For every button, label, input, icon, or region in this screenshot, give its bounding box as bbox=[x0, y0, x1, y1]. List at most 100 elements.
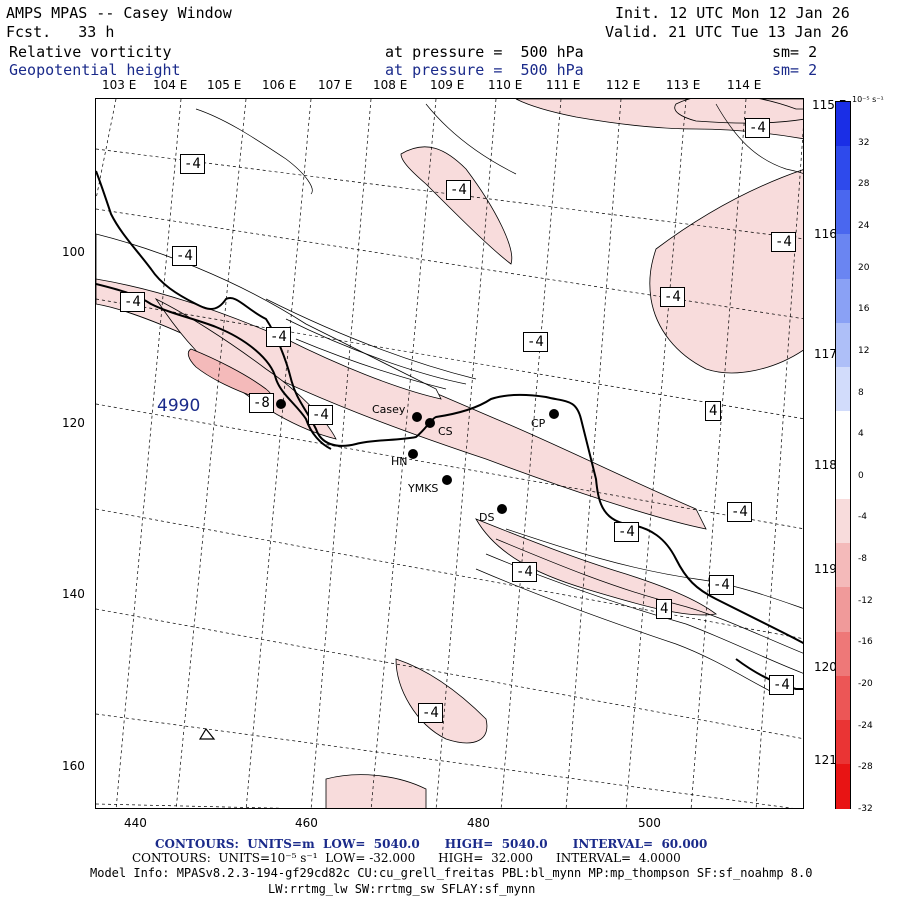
station-marker-cs bbox=[425, 418, 435, 428]
lon-label-top: 111 E bbox=[546, 78, 581, 92]
colorbar-tick-label: 12 bbox=[858, 345, 870, 356]
station-label-hn: HN bbox=[391, 455, 408, 468]
lon-label-top: 114 E bbox=[727, 78, 762, 92]
station-marker-hn bbox=[408, 449, 418, 459]
contour-label-box: 4 bbox=[705, 401, 722, 421]
colorbar-segment bbox=[836, 587, 850, 633]
contour-label-box: -4 bbox=[446, 180, 471, 200]
contour-label-box: -4 bbox=[660, 287, 685, 307]
colorbar-tick-label: 20 bbox=[858, 262, 870, 273]
colorbar-segment bbox=[836, 366, 850, 413]
contour-label-box: -4 bbox=[709, 575, 734, 595]
footer-contours-vorticity: CONTOURS: UNITS=10⁻⁵ s⁻¹ LOW= -32.000 HI… bbox=[132, 851, 681, 865]
colorbar-tick-label: 4 bbox=[858, 429, 864, 440]
field1-name: Relative vorticity bbox=[9, 43, 172, 61]
colorbar-tick-label: 0 bbox=[858, 470, 864, 481]
colorbar-tick-label: -24 bbox=[858, 720, 873, 731]
lon-label-top: 103 E bbox=[102, 78, 137, 92]
colorbar-tick-label: 28 bbox=[858, 179, 870, 190]
station-marker-casey bbox=[412, 412, 422, 422]
contour-label-box: -4 bbox=[266, 327, 291, 347]
colorbar-tick-label: 24 bbox=[858, 220, 870, 231]
map-svg bbox=[96, 99, 803, 808]
colorbar-segment bbox=[836, 146, 850, 192]
station-marker-sh bbox=[276, 399, 286, 409]
lon-label-top: 112 E bbox=[606, 78, 641, 92]
colorbar-tick-label: -8 bbox=[858, 554, 867, 565]
y-tick-label: 120 bbox=[62, 416, 85, 430]
init-time: Init. 12 UTC Mon 12 Jan 26 bbox=[615, 4, 850, 22]
colorbar-tick-label: -16 bbox=[858, 637, 873, 648]
colorbar-tick-label: 8 bbox=[858, 387, 864, 398]
colorbar-segment bbox=[836, 410, 850, 457]
station-label-cs: CS bbox=[438, 425, 453, 438]
y-tick-label: 160 bbox=[62, 759, 85, 773]
contour-label-box: -4 bbox=[172, 246, 197, 266]
contour-label-box: -4 bbox=[769, 675, 794, 695]
x-tick-label: 460 bbox=[295, 816, 318, 830]
footer-model-physics: LW:rrtmg_lw SW:rrtmg_sw SFLAY:sf_mynn bbox=[268, 882, 536, 896]
contour-label-box: -4 bbox=[727, 502, 752, 522]
colorbar-segment bbox=[836, 675, 850, 722]
contour-label-box: -4 bbox=[418, 703, 443, 723]
forecast-hour: Fcst. 33 h bbox=[6, 23, 115, 41]
station-marker-ymks bbox=[442, 475, 452, 485]
colorbar-segment bbox=[836, 278, 850, 325]
lon-label-top: 107 E bbox=[318, 78, 353, 92]
lon-label-top: 104 E bbox=[153, 78, 188, 92]
vorticity-contours bbox=[195, 103, 803, 695]
colorbar-unit: 10⁻⁵ s⁻¹ bbox=[852, 95, 884, 104]
contour-label-box: -4 bbox=[180, 154, 205, 174]
footer-model-info: Model Info: MPASv8.2.3-194-gf29cd82c CU:… bbox=[90, 866, 813, 880]
colorbar-segment bbox=[836, 102, 850, 148]
field2-name: Geopotential height bbox=[9, 61, 181, 79]
colorbar-tick-label: -12 bbox=[858, 595, 873, 606]
contour-label-box: -4 bbox=[308, 405, 333, 425]
x-tick-label: 480 bbox=[467, 816, 490, 830]
station-label-ds: DS bbox=[479, 511, 495, 524]
colorbar-tick-label: 16 bbox=[858, 304, 870, 315]
field2-smoothing: sm= 2 bbox=[772, 61, 818, 79]
station-label-cp: CP bbox=[531, 417, 546, 430]
station-label-casey: Casey bbox=[372, 403, 406, 416]
colorbar-segment bbox=[836, 543, 850, 589]
height-label: 4990 bbox=[157, 396, 201, 416]
lon-label-top: 113 E bbox=[666, 78, 701, 92]
colorbar-tick-label: -4 bbox=[858, 512, 867, 523]
colorbar-tick-label: -32 bbox=[858, 804, 873, 814]
contour-label-box: -4 bbox=[523, 332, 548, 352]
contour-label-box: -4 bbox=[614, 522, 639, 542]
vorticity-shading bbox=[96, 99, 803, 808]
x-tick-label: 440 bbox=[124, 816, 147, 830]
colorbar-tick-label: -20 bbox=[858, 679, 873, 690]
contour-label-box: 4 bbox=[656, 599, 673, 619]
lon-label-top: 110 E bbox=[488, 78, 523, 92]
colorbar-segment bbox=[836, 763, 850, 810]
colorbar-tick-label: -28 bbox=[858, 762, 873, 773]
colorbar-segment bbox=[836, 234, 850, 280]
contour-label-box: -4 bbox=[771, 232, 796, 252]
colorbar-segment bbox=[836, 322, 850, 369]
y-tick-label: 100 bbox=[62, 245, 85, 259]
contour-label-box: -8 bbox=[249, 393, 274, 413]
field2-pressure: at pressure = 500 hPa bbox=[385, 61, 584, 79]
small-feature bbox=[198, 727, 216, 740]
field1-smoothing: sm= 2 bbox=[772, 43, 818, 61]
x-tick-label: 500 bbox=[638, 816, 661, 830]
lon-label-top: 105 E bbox=[207, 78, 242, 92]
map-panel bbox=[95, 98, 804, 809]
contour-label-box: -4 bbox=[120, 292, 145, 312]
station-label-ymks: YMKS bbox=[408, 482, 439, 495]
colorbar bbox=[835, 101, 851, 810]
y-tick-label: 140 bbox=[62, 587, 85, 601]
lon-label-top: 109 E bbox=[430, 78, 465, 92]
valid-time: Valid. 21 UTC Tue 13 Jan 26 bbox=[605, 23, 849, 41]
station-marker-cp bbox=[549, 409, 559, 419]
colorbar-segment bbox=[836, 455, 850, 501]
colorbar-segment bbox=[836, 631, 850, 678]
footer-contours-height: CONTOURS: UNITS=m LOW= 5040.0 HIGH= 5040… bbox=[155, 837, 708, 851]
colorbar-segment bbox=[836, 719, 850, 766]
contour-label-box: -4 bbox=[745, 118, 770, 138]
contour-label-box: -4 bbox=[512, 562, 537, 582]
latlon-grid bbox=[96, 99, 803, 808]
